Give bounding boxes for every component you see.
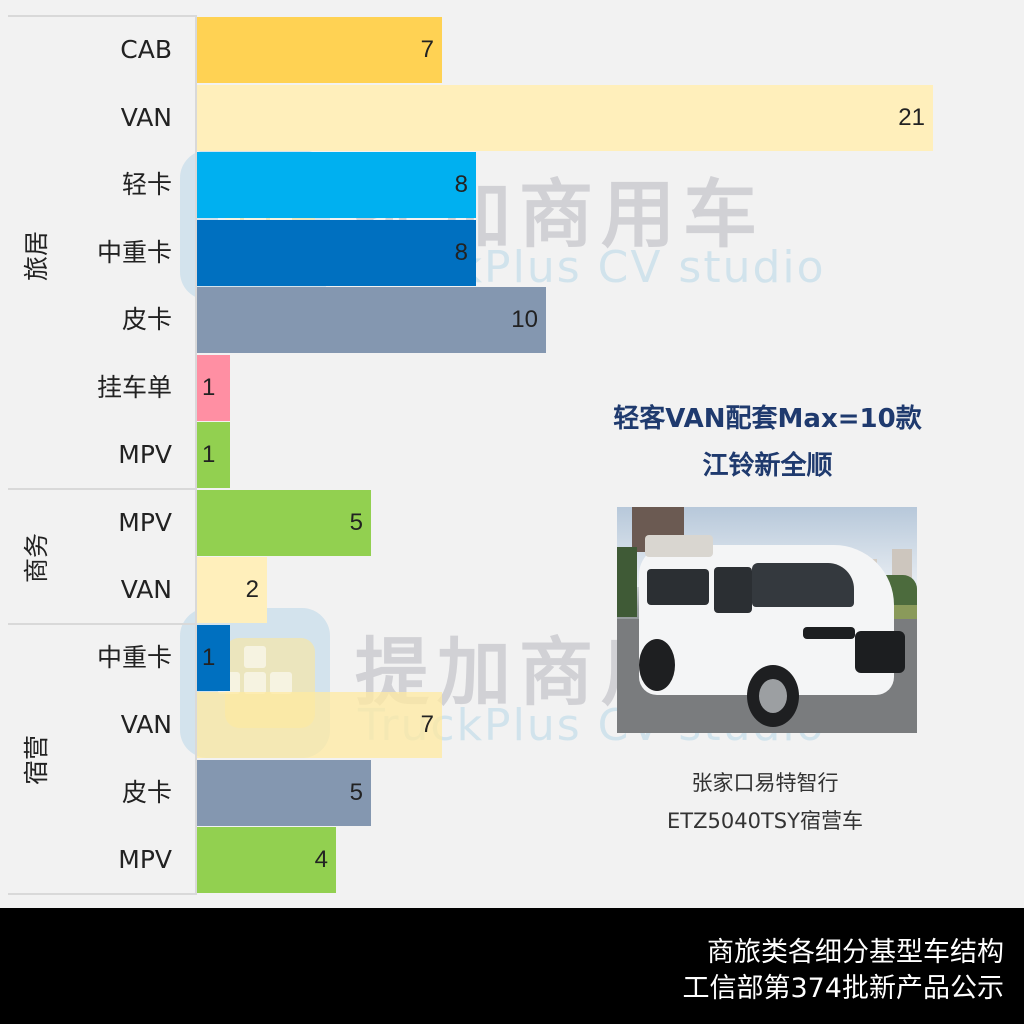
category-label: VAN — [120, 710, 172, 739]
bar-value-label: 1 — [202, 441, 216, 468]
footer-banner: 商旅类各细分基型车结构 工信部第374批新产品公示 — [0, 908, 1024, 1024]
bar-value-label: 21 — [898, 104, 925, 131]
category-label: CAB — [120, 35, 172, 64]
bar-value-label: 4 — [314, 846, 328, 873]
bar: 2 — [197, 557, 267, 623]
bar-value-label: 5 — [349, 779, 363, 806]
bar: 5 — [197, 490, 371, 556]
bar: 4 — [197, 827, 336, 893]
bar-value-label: 1 — [202, 644, 216, 671]
bar-value-label: 1 — [202, 374, 216, 401]
category-label: MPV — [118, 845, 172, 874]
bar-row: 中重卡 8 — [0, 220, 1024, 286]
bar-row: VAN 7 — [0, 692, 1024, 758]
white-camper-van-photo — [617, 507, 917, 733]
category-label: 中重卡 — [96, 238, 172, 267]
bar: 8 — [197, 220, 476, 286]
bar-value-label: 8 — [454, 171, 468, 198]
category-label: VAN — [120, 575, 172, 604]
bar-row: 皮卡 10 — [0, 287, 1024, 353]
bar-row: 挂车单 1 — [0, 355, 1024, 421]
callout-line-2: 江铃新全顺 — [702, 451, 833, 481]
category-label: 皮卡 — [121, 778, 172, 807]
bar-row: CAB 7 — [0, 17, 1024, 83]
bar-value-label: 7 — [420, 36, 434, 63]
bar-row: MPV 4 — [0, 827, 1024, 893]
chart-subtitle: 工信部第374批新产品公示 — [682, 973, 1004, 1004]
bar: 1 — [197, 625, 230, 691]
bar: 8 — [197, 152, 476, 218]
chart-title: 商旅类各细分基型车结构 — [707, 937, 1004, 968]
photo-caption-line-2: ETZ5040TSY宿营车 — [667, 809, 863, 833]
category-label: 皮卡 — [121, 305, 172, 334]
bar: 1 — [197, 355, 230, 421]
bar-row: MPV 5 — [0, 490, 1024, 556]
category-label: VAN — [120, 103, 172, 132]
bar: 21 — [197, 85, 933, 151]
bar-row: 轻卡 8 — [0, 152, 1024, 218]
bar: 1 — [197, 422, 230, 488]
bar-chart: 提加商用车 TruckPlus CV studio 提加商用车 TruckPlu… — [0, 15, 1024, 895]
bar-value-label: 8 — [454, 239, 468, 266]
category-label: MPV — [118, 508, 172, 537]
bar: 10 — [197, 287, 546, 353]
bar-row: 皮卡 5 — [0, 760, 1024, 826]
bar-value-label: 7 — [420, 711, 434, 738]
category-axis-line — [195, 15, 197, 893]
bar-row: 中重卡 1 — [0, 625, 1024, 691]
bar: 5 — [197, 760, 371, 826]
bar: 7 — [197, 692, 442, 758]
bar-value-label: 2 — [245, 576, 259, 603]
group-divider-business-camping — [8, 623, 197, 625]
group-divider-bottom — [8, 893, 197, 895]
category-label: MPV — [118, 440, 172, 469]
bar-row: VAN 2 — [0, 557, 1024, 623]
category-label: 轻卡 — [121, 170, 172, 199]
group-divider-top — [8, 15, 197, 17]
bar-value-label: 5 — [349, 509, 363, 536]
bar-value-label: 10 — [511, 306, 538, 333]
group-divider-travel-business — [8, 488, 197, 490]
category-label: 中重卡 — [96, 643, 172, 672]
bar-row: VAN 21 — [0, 85, 1024, 151]
bar: 7 — [197, 17, 442, 83]
photo-caption-line-1: 张家口易特智行 — [691, 771, 839, 795]
bar-row: MPV 1 — [0, 422, 1024, 488]
callout-line-1: 轻客VAN配套Max=10款 — [613, 404, 922, 434]
category-label: 挂车单 — [96, 373, 172, 402]
